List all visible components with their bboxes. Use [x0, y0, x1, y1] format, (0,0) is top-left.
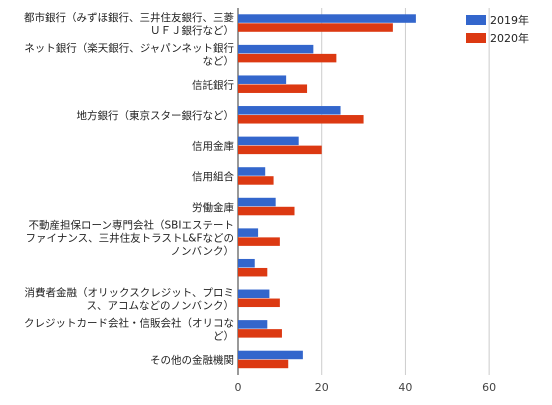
bar-series-1	[238, 44, 314, 54]
category-label-line: 信用組合	[192, 170, 234, 183]
bar-series-1	[238, 106, 341, 115]
bar-series-1	[238, 136, 299, 146]
category-label-line: 労働金庫	[192, 201, 234, 214]
bar-series-1	[238, 14, 416, 23]
legend-swatch	[466, 33, 486, 43]
category-label: 不動産担保ローン専門会社（SBIエステートファイナンス、三井住友トラストL&Fな…	[26, 218, 234, 257]
category-label-line: 不動産担保ローン専門会社（SBIエステート	[29, 218, 234, 231]
bars	[238, 14, 416, 369]
category-label-line: 地方銀行（東京スター銀行など）	[77, 109, 235, 122]
bar-series-2	[238, 329, 282, 338]
legend-swatch	[466, 15, 486, 25]
legend-label: 2019年	[490, 13, 529, 27]
category-label: クレジットカード会社・信販会社（オリコなど）	[24, 317, 234, 343]
bar-series-2	[238, 298, 280, 308]
category-label: ネット銀行（楽天銀行、ジャパンネット銀行など）	[24, 41, 234, 67]
bar-series-2	[238, 176, 274, 185]
bar-series-2	[238, 237, 280, 246]
category-label-line: クレジットカード会社・信販会社（オリコな	[24, 317, 234, 330]
x-tick-label: 40	[398, 381, 412, 394]
category-label: 信用金庫	[192, 140, 234, 153]
category-label-line: 信託銀行	[192, 78, 234, 91]
category-label-line: ＵＦＪ銀行など）	[150, 24, 234, 37]
bar-series-2	[238, 206, 295, 216]
x-tick-label: 20	[315, 381, 329, 394]
category-label-line: 消費者金融（オリックスクレジット、プロミ	[25, 286, 234, 299]
bar-series-2	[238, 23, 393, 32]
category-label-line: ネット銀行（楽天銀行、ジャパンネット銀行	[24, 41, 234, 54]
category-label: 都市銀行（みずほ銀行、三井住友銀行、三菱ＵＦＪ銀行など）	[24, 11, 234, 37]
bar-series-1	[238, 75, 287, 84]
bar-series-1	[238, 228, 259, 237]
bar-series-1	[238, 289, 270, 299]
category-label-line: 信用金庫	[192, 140, 234, 153]
category-label: 信託銀行	[192, 78, 234, 91]
category-label-line: など）	[203, 55, 235, 67]
legend-label: 2020年	[490, 31, 529, 45]
category-label-line: 都市銀行（みずほ銀行、三井住友銀行、三菱	[24, 11, 234, 24]
category-label: その他の金融機関	[150, 354, 234, 367]
x-axis-ticks: 0 20 40 60	[235, 381, 497, 394]
category-label-line: ファイナンス、三井住友トラストL&Fなどの	[26, 231, 234, 244]
bar-series-2	[238, 53, 337, 63]
bar-series-2	[238, 267, 268, 277]
bar-series-1	[238, 258, 255, 268]
bar-series-2	[238, 359, 289, 369]
bar-series-1	[238, 350, 303, 360]
category-label: 地方銀行（東京スター銀行など）	[77, 109, 235, 122]
x-tick-label: 0	[235, 381, 242, 394]
bar-series-1	[238, 167, 266, 176]
x-tick-label: 60	[482, 381, 496, 394]
category-label: 消費者金融（オリックスクレジット、プロミス、アコムなどのノンバンク）	[25, 286, 234, 312]
bar-series-2	[238, 145, 322, 155]
bar-series-1	[238, 197, 276, 207]
category-label: 労働金庫	[192, 201, 234, 214]
bar-series-1	[238, 320, 268, 329]
category-label-line: ス、アコムなどのノンバンク）	[86, 300, 234, 312]
bar-series-2	[238, 84, 308, 93]
category-label: 信用組合	[192, 170, 234, 183]
category-labels: 都市銀行（みずほ銀行、三井住友銀行、三菱ＵＦＪ銀行など） ネット銀行（楽天銀行、ジ…	[24, 11, 234, 367]
bar-series-2	[238, 115, 364, 124]
category-label-line: その他の金融機関	[150, 354, 234, 367]
category-label-line: ど）	[213, 331, 234, 343]
category-label-line: ノンバンク）	[170, 245, 234, 257]
legend: 2019年 2020年	[466, 13, 529, 45]
grid-lines	[237, 8, 490, 375]
